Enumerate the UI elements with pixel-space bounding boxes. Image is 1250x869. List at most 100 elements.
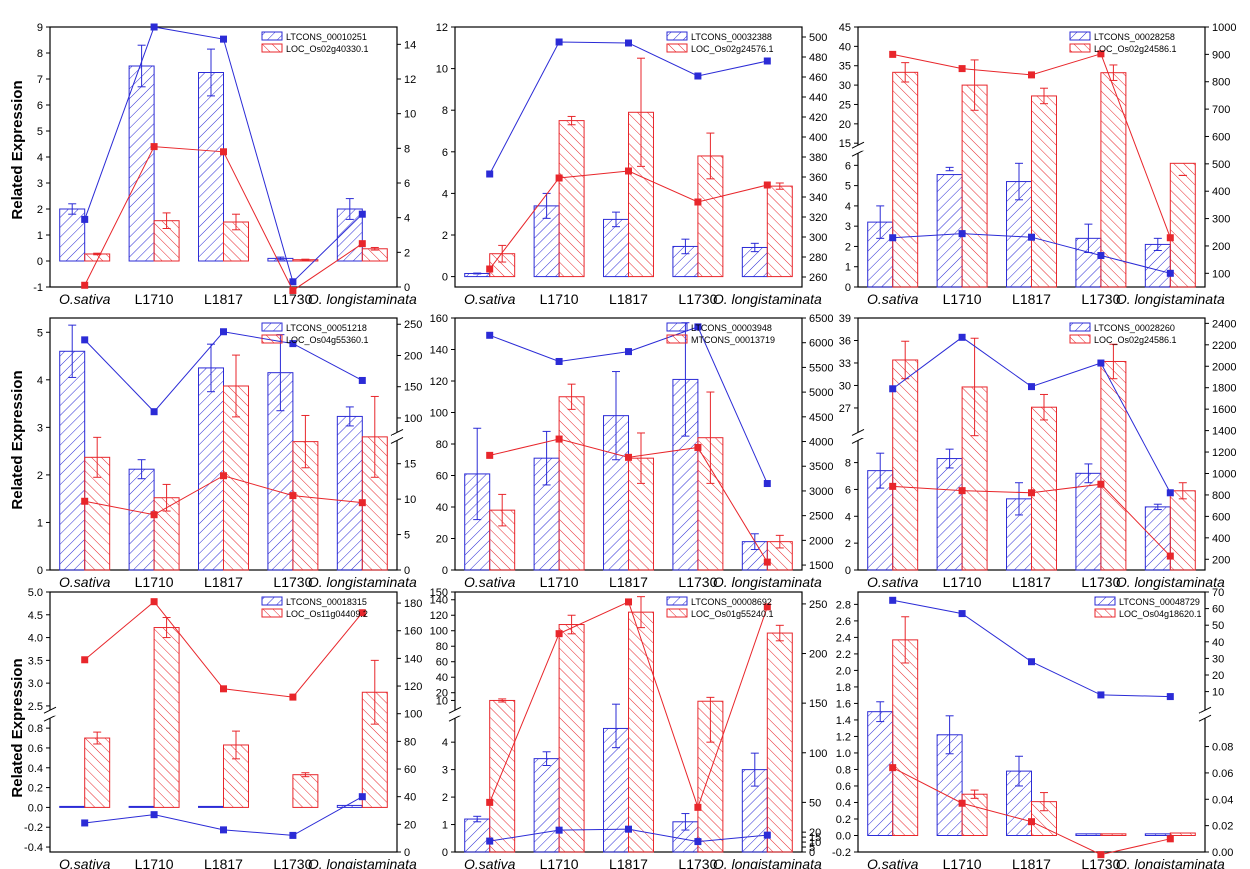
category-label: O. longistaminata bbox=[713, 574, 822, 590]
right-tick-label: 1600 bbox=[1212, 404, 1236, 416]
category-label: O. longistaminata bbox=[1116, 574, 1225, 590]
right-tick-label: 300 bbox=[1212, 214, 1230, 226]
right-tick-label: 600 bbox=[1212, 131, 1230, 143]
left-tick-label: -0.4 bbox=[24, 842, 43, 854]
legend-swatch-red bbox=[261, 608, 283, 618]
left-tick-label: 5 bbox=[845, 181, 851, 193]
left-tick-label: 60 bbox=[436, 471, 448, 483]
left-tick-label: 2 bbox=[845, 241, 851, 253]
line-blue-marker bbox=[486, 170, 494, 178]
right-tick-label: 80 bbox=[404, 736, 416, 748]
line-blue-marker bbox=[1166, 489, 1174, 497]
category-label: O.sativa bbox=[867, 574, 919, 590]
bar-blue bbox=[936, 174, 963, 288]
left-tick-label: 4 bbox=[845, 201, 851, 213]
line-red-marker bbox=[694, 198, 702, 206]
line-red-marker bbox=[763, 603, 771, 611]
plot-frame bbox=[857, 591, 1206, 853]
legend-swatch-blue bbox=[1094, 596, 1116, 606]
line-blue-marker bbox=[81, 215, 89, 223]
line-red-marker bbox=[358, 240, 366, 248]
line-red-marker bbox=[763, 181, 771, 189]
right-tick-label: 320 bbox=[809, 212, 827, 224]
left-tick-label: 5 bbox=[37, 126, 43, 138]
category-label: O.sativa bbox=[464, 574, 516, 590]
bar-red bbox=[558, 624, 585, 853]
left-tick-label: 6 bbox=[845, 160, 851, 172]
right-tick-label: 0.06 bbox=[1212, 768, 1233, 780]
bar-blue bbox=[59, 350, 86, 571]
legend-label: LOC_Os01g55240.1 bbox=[691, 609, 774, 619]
right-tick-label: 2000 bbox=[1212, 361, 1236, 373]
left-tick-label: 0.6 bbox=[836, 781, 851, 793]
left-tick-label: 0 bbox=[845, 565, 851, 577]
left-tick-label: 1.6 bbox=[836, 698, 851, 710]
legend-label: LOC_Os02g24586.1 bbox=[1094, 335, 1177, 345]
left-tick-label: 0.0 bbox=[28, 802, 43, 814]
right-tick-label: 10 bbox=[809, 837, 821, 849]
right-tick-label: 800 bbox=[1212, 490, 1230, 502]
bar-blue bbox=[603, 727, 629, 853]
line-red-marker bbox=[1028, 489, 1035, 497]
left-tick-label: 140 bbox=[430, 345, 448, 357]
category-label: O.sativa bbox=[867, 291, 919, 307]
line-blue-marker bbox=[958, 230, 966, 238]
line-blue-marker bbox=[289, 831, 297, 839]
right-tick-label: 1800 bbox=[1212, 383, 1236, 395]
right-tick-label: 5500 bbox=[809, 362, 833, 374]
category-label: O. longistaminata bbox=[308, 291, 417, 307]
right-tick-label: 10 bbox=[404, 109, 416, 121]
left-tick-label: 1 bbox=[442, 820, 448, 832]
left-tick-label: 0.6 bbox=[28, 743, 43, 755]
axis-break-gap bbox=[392, 432, 402, 441]
category-label: O. longistaminata bbox=[1116, 291, 1225, 307]
legend-swatch-red bbox=[261, 334, 283, 344]
category-label: L1730 bbox=[678, 291, 717, 307]
line-red-marker bbox=[1097, 851, 1105, 859]
legend-swatch-blue bbox=[261, 322, 283, 332]
line-red-marker bbox=[486, 451, 494, 459]
left-tick-label: 80 bbox=[436, 641, 448, 653]
left-tick-label: 5.0 bbox=[28, 587, 43, 599]
line-blue-marker bbox=[889, 385, 897, 393]
line-blue-marker bbox=[81, 819, 89, 827]
axis-break-mark bbox=[1198, 714, 1212, 722]
left-tick-label: 10 bbox=[436, 695, 448, 707]
left-tick-label: 25 bbox=[839, 99, 851, 111]
legend-label: LOC_Os04g55360.1 bbox=[286, 335, 369, 345]
axis-break-mark bbox=[851, 141, 865, 149]
line-blue-marker bbox=[958, 610, 966, 618]
right-tick-label: 20 bbox=[809, 827, 821, 839]
right-tick-label: 250 bbox=[809, 599, 827, 611]
left-tick-label: 1.2 bbox=[836, 731, 851, 743]
category-label: L1730 bbox=[678, 574, 717, 590]
left-tick-label: 0 bbox=[442, 272, 448, 284]
right-tick-label: 0.04 bbox=[1212, 794, 1233, 806]
left-tick-label: 140 bbox=[430, 595, 448, 607]
bar-red bbox=[1031, 406, 1057, 571]
left-tick-label: 45 bbox=[839, 22, 851, 34]
legend-swatch-blue bbox=[1069, 31, 1091, 41]
left-tick-label: 5 bbox=[37, 327, 43, 339]
line-red-marker bbox=[358, 499, 366, 507]
right-tick-label: 200 bbox=[404, 350, 422, 362]
legend-swatch-red bbox=[666, 608, 688, 618]
right-tick-label: 5 bbox=[809, 842, 815, 854]
right-tick-label: 120 bbox=[404, 681, 422, 693]
right-tick-label: 6 bbox=[404, 178, 410, 190]
left-tick-label: 3 bbox=[845, 221, 851, 233]
left-tick-label: 2 bbox=[845, 538, 851, 550]
left-tick-label: 150 bbox=[430, 587, 448, 599]
line-red-marker bbox=[625, 598, 632, 606]
line-blue-marker bbox=[289, 340, 297, 348]
axis-break-gap bbox=[45, 710, 55, 719]
bar-blue bbox=[1144, 833, 1171, 836]
line-red-marker bbox=[889, 50, 897, 58]
category-label: L1817 bbox=[609, 856, 648, 869]
right-tick-label: 14 bbox=[404, 39, 416, 51]
left-tick-label: 2 bbox=[37, 204, 43, 216]
bar-red bbox=[766, 185, 793, 278]
left-tick-label: 2.0 bbox=[836, 665, 851, 677]
